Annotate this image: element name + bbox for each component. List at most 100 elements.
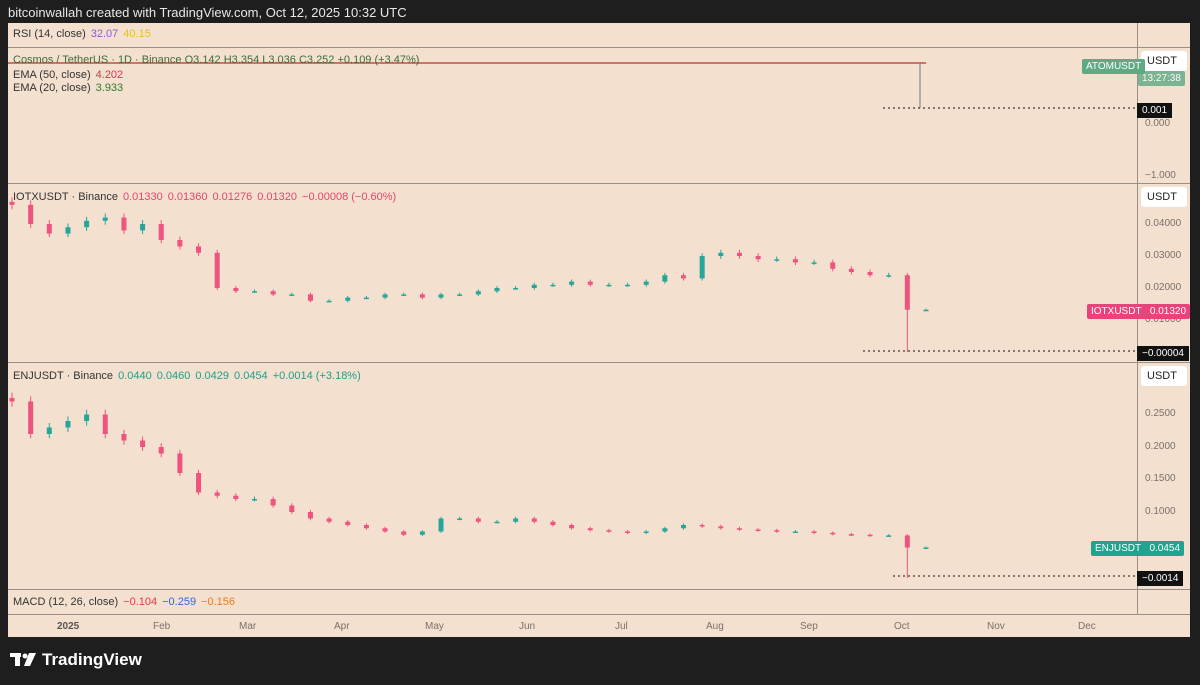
candle-body xyxy=(84,414,90,421)
candle-body xyxy=(233,288,239,292)
candle-body xyxy=(307,512,313,519)
chart-frame[interactable]: RSI (14, close) 32.07 40.15 Cosmos / Tethe… xyxy=(8,23,1191,637)
candle-body xyxy=(736,528,742,530)
countdown-tag: 13:27:38 xyxy=(1138,71,1185,86)
candle-body xyxy=(401,294,407,296)
candle-body xyxy=(382,528,388,532)
currency-selector[interactable]: USDT xyxy=(1141,366,1187,386)
candle-body xyxy=(457,518,463,520)
candle-body xyxy=(475,291,481,295)
candle-body xyxy=(792,531,798,533)
time-axis-label: Dec xyxy=(1078,621,1096,632)
pane-divider[interactable] xyxy=(8,589,1190,590)
time-axis-label: May xyxy=(425,621,444,632)
candle-body xyxy=(251,291,257,293)
candle-body xyxy=(270,291,276,295)
time-axis-label: Feb xyxy=(153,621,171,632)
price-tick: 0.2000 xyxy=(1145,441,1176,452)
candle-body xyxy=(848,534,854,536)
candle-body xyxy=(755,529,761,532)
candle-body xyxy=(625,284,631,287)
candle-body xyxy=(28,204,34,224)
candle-body xyxy=(736,252,742,256)
candle-body xyxy=(46,427,52,434)
candle-body xyxy=(345,521,351,525)
candle-body xyxy=(699,256,705,279)
time-axis-divider xyxy=(8,614,1190,615)
candle-body xyxy=(550,521,556,525)
candle-body xyxy=(214,252,220,288)
time-axis-label: Oct xyxy=(894,621,910,632)
candle-body xyxy=(289,505,295,512)
candle-body xyxy=(830,532,836,535)
low-marker: −0.0014 xyxy=(1137,571,1184,586)
candle-body xyxy=(177,453,183,473)
candle-body xyxy=(774,530,780,532)
time-axis-label: Mar xyxy=(239,621,257,632)
pane-divider[interactable] xyxy=(8,47,1190,48)
candle-body xyxy=(494,521,500,524)
symbol-price-tag: ATOMUSDT xyxy=(1082,59,1146,74)
candle-body xyxy=(681,275,687,279)
candle-body xyxy=(158,447,164,454)
price-tick: 0.2500 xyxy=(1145,408,1176,419)
pane-divider[interactable] xyxy=(8,183,1190,184)
tradingview-logo: TradingView xyxy=(10,650,142,670)
candle-body xyxy=(587,281,593,285)
candle-body xyxy=(811,262,817,264)
time-axis-label: Apr xyxy=(334,621,350,632)
currency-selector[interactable]: USDT xyxy=(1141,51,1187,71)
candle-body xyxy=(718,252,724,256)
candle-body xyxy=(140,224,146,231)
price-tick: 0.1500 xyxy=(1145,473,1176,484)
candle-body xyxy=(46,224,52,234)
candle-body xyxy=(923,309,929,312)
chart-credit: bitcoinwallah created with TradingView.c… xyxy=(8,5,407,20)
candle-body xyxy=(811,531,817,533)
candle-body xyxy=(662,528,668,532)
candle-body xyxy=(569,525,575,529)
currency-selector[interactable]: USDT xyxy=(1141,187,1187,207)
low-marker: −0.00004 xyxy=(1137,346,1189,361)
candle-body xyxy=(382,294,388,298)
candle-body xyxy=(513,518,519,522)
time-axis-label: Sep xyxy=(800,621,818,632)
candle-body xyxy=(792,259,798,263)
price-tick: 0.03000 xyxy=(1145,250,1182,261)
candle-body xyxy=(513,288,519,290)
chart-canvas[interactable] xyxy=(8,23,1190,637)
candle-body xyxy=(121,217,127,231)
candle-body xyxy=(886,275,892,277)
price-tick: 0.01000 xyxy=(1145,314,1182,325)
candle-body xyxy=(587,528,593,531)
candle-body xyxy=(755,256,761,260)
pane-divider[interactable] xyxy=(8,362,1190,363)
candle-body xyxy=(531,518,537,522)
ema20-legend: EMA (20, close) 3.933 xyxy=(13,82,124,94)
candle-body xyxy=(326,300,332,303)
candle-body xyxy=(550,284,556,287)
rsi-legend: RSI (14, close) 32.07 40.15 xyxy=(13,28,151,40)
candle-body xyxy=(625,531,631,533)
price-tick: −1.000 xyxy=(1145,170,1176,181)
candle-body xyxy=(196,246,202,253)
time-axis-label: Nov xyxy=(987,621,1005,632)
candle-body xyxy=(830,262,836,269)
candle-body xyxy=(140,440,146,447)
candle-body xyxy=(681,525,687,529)
time-axis-label: Jul xyxy=(615,621,628,632)
candle-body xyxy=(457,294,463,296)
candle-body xyxy=(233,495,239,499)
candle-body xyxy=(569,281,575,285)
candle-body xyxy=(606,284,612,287)
candle-body xyxy=(84,220,90,228)
symbol-price-tag: IOTXUSDT 0.01320 xyxy=(1087,304,1191,319)
candle-body xyxy=(886,535,892,537)
candle-body xyxy=(774,259,780,261)
candle-body xyxy=(363,525,369,529)
ema50-legend: EMA (50, close) 4.202 xyxy=(13,69,124,81)
time-axis-label: 2025 xyxy=(57,621,80,632)
candle-body xyxy=(401,531,407,535)
time-axis-label: Aug xyxy=(706,621,724,632)
atom-legend: Cosmos / TetherUS · 1D · Binance O3.142 … xyxy=(13,54,420,66)
